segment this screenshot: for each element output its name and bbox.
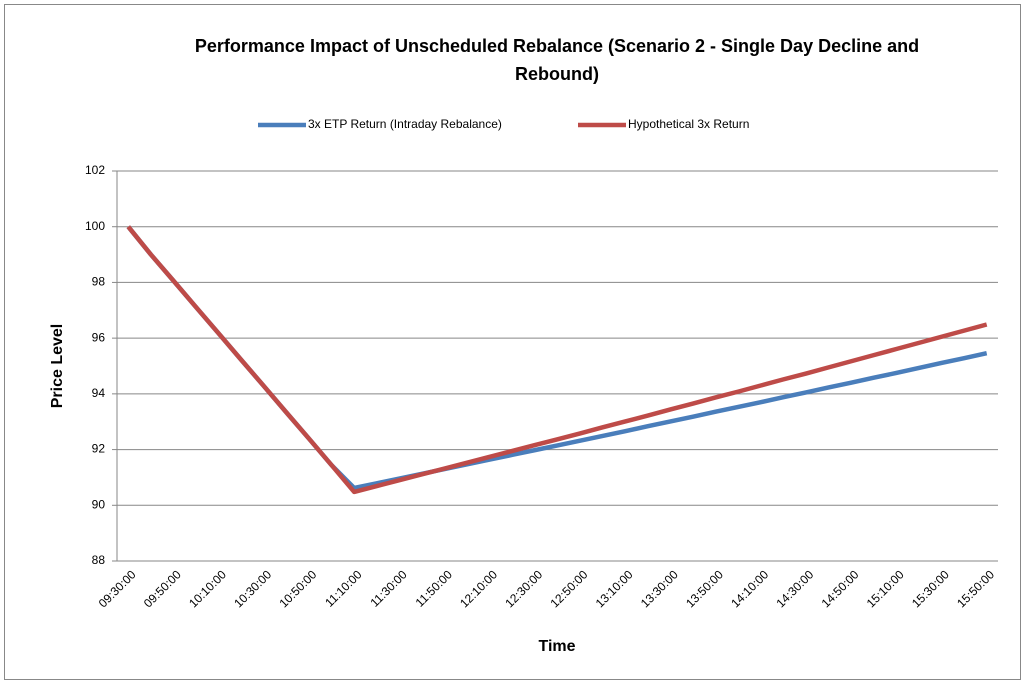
legend-label: Hypothetical 3x Return <box>628 117 749 131</box>
y-tick-label: 96 <box>92 330 106 344</box>
series-line <box>126 225 988 495</box>
y-tick-label: 98 <box>92 275 106 289</box>
y-tick-label: 90 <box>92 497 106 511</box>
chart-title: Performance Impact of Unscheduled Rebala… <box>195 36 919 84</box>
legend-label: 3x ETP Return (Intraday Rebalance) <box>308 117 502 131</box>
y-axis-title: Price Level <box>49 324 66 409</box>
y-tick-label: 92 <box>92 442 106 456</box>
y-tick-label: 88 <box>92 553 106 567</box>
title-line: Performance Impact of Unscheduled Rebala… <box>195 36 919 56</box>
y-tick-label: 100 <box>85 219 105 233</box>
x-axis-title: Time <box>538 638 575 655</box>
y-tick-label: 102 <box>85 163 105 177</box>
y-tick-label: 94 <box>92 386 106 400</box>
chart-border <box>4 4 1021 680</box>
title-line: Rebound) <box>515 64 599 84</box>
